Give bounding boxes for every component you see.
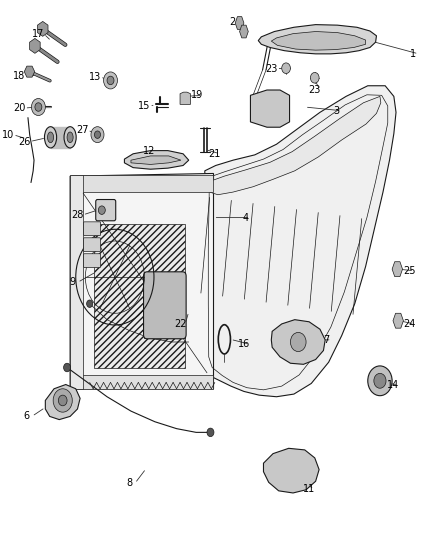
Polygon shape: [131, 156, 181, 165]
Circle shape: [91, 127, 104, 143]
FancyBboxPatch shape: [96, 199, 116, 221]
Polygon shape: [240, 25, 248, 38]
Text: 23: 23: [265, 64, 278, 74]
FancyBboxPatch shape: [84, 254, 101, 268]
Text: 27: 27: [76, 125, 88, 135]
Text: 11: 11: [303, 484, 315, 494]
Polygon shape: [210, 96, 381, 195]
Polygon shape: [203, 86, 396, 397]
Text: 12: 12: [143, 146, 156, 156]
Polygon shape: [38, 21, 48, 36]
Circle shape: [311, 72, 319, 83]
Circle shape: [103, 72, 117, 89]
Text: 16: 16: [238, 339, 251, 349]
Polygon shape: [180, 92, 191, 104]
Text: 1: 1: [410, 49, 417, 59]
Circle shape: [107, 76, 114, 85]
Text: 14: 14: [387, 380, 399, 390]
Polygon shape: [45, 384, 80, 419]
Text: 23: 23: [309, 85, 321, 95]
Text: 3: 3: [333, 106, 339, 116]
Polygon shape: [264, 448, 319, 493]
Circle shape: [282, 63, 290, 74]
Text: 25: 25: [403, 266, 415, 276]
FancyBboxPatch shape: [84, 222, 101, 236]
Text: 9: 9: [69, 278, 75, 287]
Polygon shape: [24, 66, 35, 77]
Text: 2: 2: [229, 17, 235, 27]
Text: 8: 8: [127, 479, 133, 488]
Circle shape: [58, 395, 67, 406]
Polygon shape: [70, 175, 83, 389]
Polygon shape: [71, 375, 212, 389]
Circle shape: [35, 103, 42, 111]
Polygon shape: [94, 224, 185, 368]
Polygon shape: [124, 151, 189, 169]
Polygon shape: [258, 25, 377, 54]
Circle shape: [87, 300, 93, 308]
Text: 18: 18: [13, 71, 25, 81]
Polygon shape: [392, 262, 403, 277]
Circle shape: [374, 373, 386, 388]
Polygon shape: [71, 175, 212, 192]
Ellipse shape: [64, 127, 76, 148]
Circle shape: [64, 364, 71, 372]
Text: 19: 19: [191, 90, 204, 100]
Circle shape: [207, 428, 214, 437]
Text: 20: 20: [13, 103, 25, 113]
Ellipse shape: [47, 132, 53, 143]
Text: 4: 4: [242, 213, 248, 223]
FancyBboxPatch shape: [144, 272, 186, 339]
Circle shape: [99, 206, 105, 214]
Ellipse shape: [45, 127, 57, 148]
Polygon shape: [271, 320, 325, 365]
Text: 22: 22: [174, 319, 186, 329]
Polygon shape: [393, 313, 403, 328]
Text: 7: 7: [323, 335, 330, 345]
Text: 21: 21: [208, 149, 221, 159]
Polygon shape: [271, 31, 366, 50]
Circle shape: [368, 366, 392, 395]
Circle shape: [53, 389, 72, 412]
Text: 28: 28: [71, 210, 84, 220]
Text: 13: 13: [89, 72, 101, 82]
Polygon shape: [235, 17, 244, 29]
Text: 10: 10: [2, 130, 14, 140]
FancyBboxPatch shape: [84, 238, 101, 252]
Text: 17: 17: [32, 29, 45, 39]
Polygon shape: [251, 90, 290, 127]
Circle shape: [95, 131, 101, 139]
Circle shape: [32, 99, 45, 116]
Text: 6: 6: [24, 411, 30, 422]
Polygon shape: [70, 173, 213, 389]
Text: 15: 15: [138, 101, 150, 111]
Text: 26: 26: [18, 136, 31, 147]
Polygon shape: [30, 38, 40, 53]
Circle shape: [290, 333, 306, 352]
Ellipse shape: [67, 132, 73, 143]
Text: 24: 24: [403, 319, 415, 329]
Polygon shape: [144, 272, 185, 338]
